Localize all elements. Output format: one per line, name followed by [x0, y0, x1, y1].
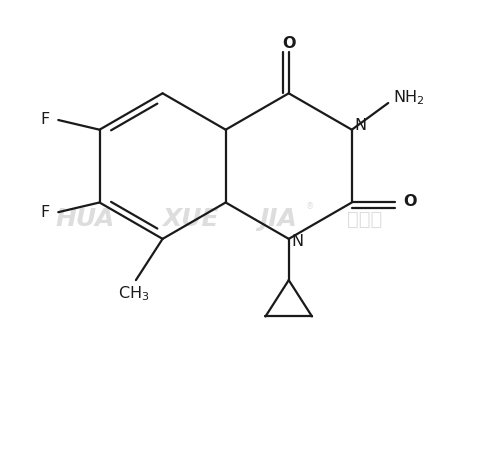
Text: HUA: HUA [56, 207, 115, 232]
Text: XUE: XUE [162, 207, 219, 232]
Text: N: N [354, 118, 367, 133]
Text: O: O [282, 36, 296, 51]
Text: NH$_2$: NH$_2$ [393, 88, 424, 106]
Text: O: O [403, 194, 417, 209]
Text: CH$_3$: CH$_3$ [118, 284, 149, 303]
Text: N: N [292, 234, 303, 249]
Text: JIA: JIA [260, 207, 297, 232]
Text: ®: ® [306, 202, 314, 211]
Text: F: F [40, 204, 50, 219]
Text: F: F [40, 112, 50, 127]
Text: 化学加: 化学加 [347, 210, 382, 229]
